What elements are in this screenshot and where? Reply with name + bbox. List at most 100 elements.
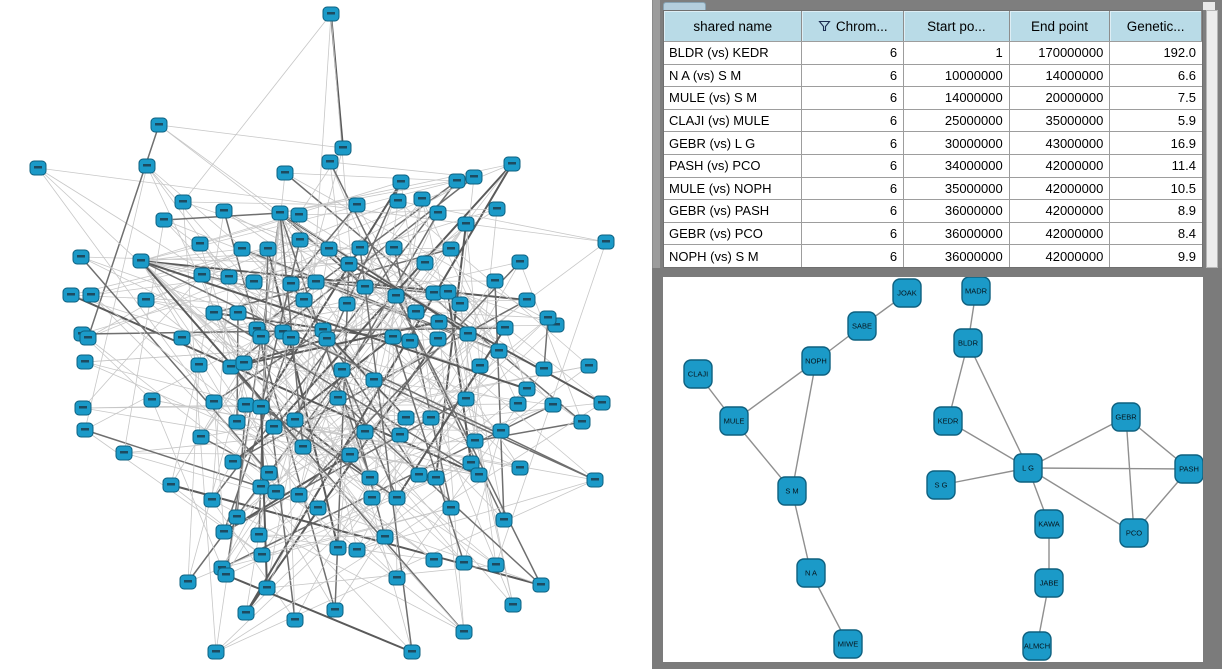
filter-funnel-icon[interactable]: [818, 20, 831, 32]
network-edge: [284, 172, 458, 182]
network-edge: [215, 402, 603, 653]
network-edge: [84, 429, 262, 488]
network-node-label: [210, 311, 218, 314]
main-network-canvas[interactable]: [0, 0, 652, 669]
table-cell: 6: [802, 64, 905, 87]
network-node-SABE[interactable]: [847, 311, 877, 341]
column-header-chrom-[interactable]: Chrom...: [802, 11, 905, 41]
table-row[interactable]: BLDR (vs) KEDR 6 1 170000000 192.0: [664, 41, 1202, 64]
network-edge: [341, 369, 386, 538]
network-node-label: [220, 209, 228, 212]
column-header-shared-name[interactable]: shared name: [664, 11, 803, 41]
network-node-BLDR[interactable]: [953, 328, 983, 358]
network-node-CLAJI[interactable]: [683, 359, 713, 389]
network-node-MADR[interactable]: [961, 277, 991, 306]
network-node-label: [325, 247, 333, 250]
network-edge: [463, 430, 502, 564]
network-node-label: [148, 398, 156, 401]
table-row[interactable]: GEBR (vs) PASH 6 36000000 42000000 8.9: [664, 199, 1202, 222]
network-edge: [438, 321, 465, 633]
network-edge: [211, 276, 230, 501]
network-edge-LG-PCO[interactable]: [1027, 467, 1135, 534]
network-node-label: [265, 471, 273, 474]
network-edge: [302, 440, 476, 448]
network-node-label: [353, 203, 361, 206]
network-node-GEBR[interactable]: [1111, 402, 1141, 432]
network-node-NA[interactable]: [796, 558, 826, 588]
column-header-end-point[interactable]: End point: [1009, 11, 1111, 41]
network-node-ALMCH[interactable]: [1022, 631, 1052, 661]
table-cell: 42000000: [1010, 177, 1111, 200]
table-cell: NOPH (vs) S M: [664, 245, 803, 267]
network-edge: [187, 364, 200, 583]
table-row[interactable]: MULE (vs) S M 6 14000000 20000000 7.5: [664, 86, 1202, 109]
network-node-label: [456, 302, 464, 305]
table-cell: 6: [802, 200, 905, 222]
table-cell: 170000000: [1010, 42, 1111, 64]
network-node-NOPH[interactable]: [801, 346, 831, 376]
network-node-MIWE[interactable]: [833, 629, 863, 659]
secondary-network-canvas[interactable]: JOAK MADR SABE BLDR NOPH CLAJI MULE KEDR GEBR L G…: [663, 277, 1203, 662]
network-node-label: [155, 123, 163, 126]
network-edge-LG-PASH[interactable]: [1027, 467, 1190, 470]
network-node-label: [67, 293, 75, 296]
network-node-label: JOAK: [897, 289, 917, 298]
network-edge-BLDR-LG[interactable]: [967, 342, 1029, 469]
table-row[interactable]: PASH (vs) PCO 6 34000000 42000000 11.4: [664, 153, 1202, 177]
network-node-label: [279, 330, 287, 333]
network-node-label: [314, 506, 322, 509]
network-edge: [187, 328, 258, 583]
network-node-label: [179, 200, 187, 203]
network-node-KEDR[interactable]: [933, 406, 963, 436]
column-header-start-po-[interactable]: Start po...: [904, 11, 1010, 41]
table-row[interactable]: MULE (vs) NOPH 6 35000000 42000000 10.5: [664, 176, 1202, 200]
network-view-secondary: JOAK MADR SABE BLDR NOPH CLAJI MULE KEDR GEBR L G…: [652, 268, 1222, 669]
network-node-label: [492, 563, 500, 566]
network-node-SM[interactable]: [777, 476, 807, 506]
table-tab[interactable]: [663, 2, 706, 10]
network-node-JABE[interactable]: [1034, 568, 1064, 598]
table-cell: 6: [802, 42, 905, 64]
network-node-PCO[interactable]: [1119, 518, 1149, 548]
table-cell: 35000000: [904, 177, 1010, 200]
table-cell: 36000000: [904, 245, 1010, 267]
network-node-SG[interactable]: [926, 470, 956, 500]
network-node-label: [430, 558, 438, 561]
column-header-genetic-[interactable]: Genetic...: [1110, 11, 1202, 41]
network-node-label: [447, 506, 455, 509]
table-row[interactable]: CLAJI (vs) MULE 6 25000000 35000000 5.9: [664, 108, 1202, 132]
table-vertical-scrollbar[interactable]: [1206, 10, 1218, 268]
network-node-label: [295, 493, 303, 496]
table-row[interactable]: GEBR (vs) L G 6 30000000 43000000 16.9: [664, 131, 1202, 154]
network-node-label: [167, 483, 175, 486]
network-edge-LG-GEBR[interactable]: [1027, 416, 1127, 469]
table-row[interactable]: N A (vs) S M 6 10000000 14000000 6.6: [664, 63, 1202, 87]
network-node-MULE[interactable]: [719, 406, 749, 436]
network-node-label: [368, 496, 376, 499]
network-edge: [90, 248, 269, 296]
network-edge: [447, 291, 514, 606]
network-edge-NOPH-SM[interactable]: [791, 360, 817, 492]
network-edge: [151, 399, 223, 569]
network-edge: [232, 336, 394, 463]
network-node-label: [287, 336, 295, 339]
network-edge: [163, 219, 545, 370]
network-node-KAWA[interactable]: [1034, 509, 1064, 539]
network-node-label: [552, 323, 560, 326]
network-node-label: [218, 566, 226, 569]
table-row[interactable]: GEBR (vs) PCO 6 36000000 42000000 8.4: [664, 221, 1202, 245]
network-node-label: [291, 418, 299, 421]
network-edge: [140, 181, 402, 262]
network-node-label: MULE: [724, 417, 745, 426]
network-node-label: [402, 416, 410, 419]
network-edge: [258, 534, 386, 538]
network-node-JOAK[interactable]: [892, 278, 922, 308]
network-node-label: [370, 378, 378, 381]
network-view-main[interactable]: [0, 0, 652, 669]
network-edge-GEBR-PCO[interactable]: [1125, 416, 1135, 534]
network-node-PASH[interactable]: [1174, 454, 1203, 484]
table-row[interactable]: NOPH (vs) S M 6 36000000 42000000 9.9: [664, 244, 1202, 267]
network-node-label: [508, 162, 516, 165]
network-edge: [261, 507, 452, 556]
network-node-LG[interactable]: [1013, 453, 1043, 483]
